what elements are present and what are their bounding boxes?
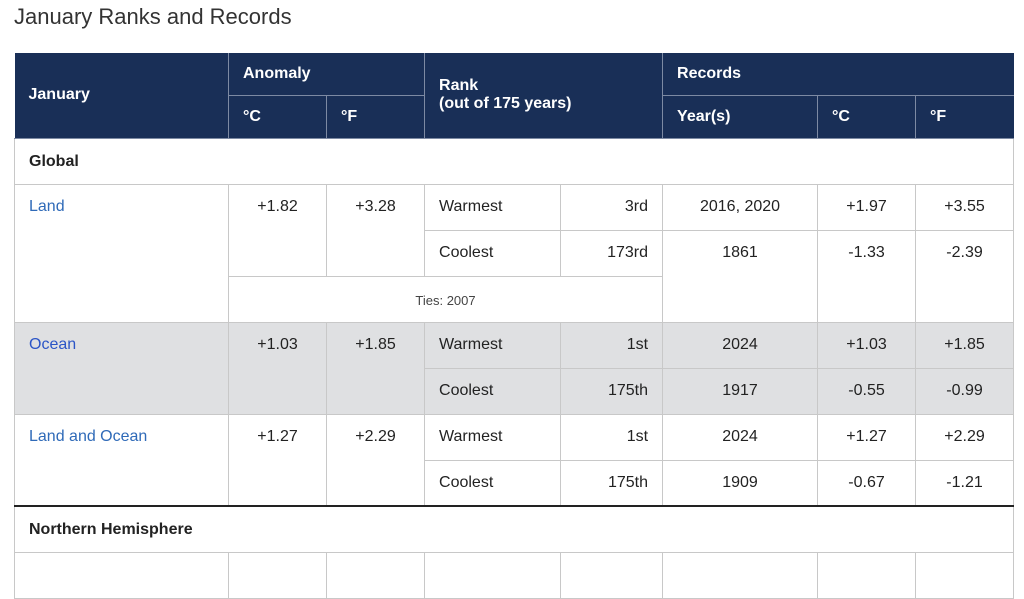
header-records-f: °F (915, 94, 1014, 139)
rank-value-warmest: 3rd (560, 183, 664, 231)
record-years (662, 551, 819, 599)
rank-label (424, 551, 562, 599)
anomaly-c-value: +1.27 (228, 413, 327, 507)
region-cell (14, 551, 229, 599)
rank-value (560, 551, 664, 599)
region-cell: Ocean (14, 321, 229, 415)
header-records-years: Year(s) (662, 94, 819, 139)
record-f-coolest: -2.39 (915, 229, 1015, 323)
section-northern-hemisphere: Northern Hemisphere (13, 505, 1015, 599)
record-years-warmest: 2016, 2020 (662, 183, 819, 231)
record-f-coolest: -0.99 (915, 367, 1015, 415)
record-f-warmest: +1.85 (915, 321, 1015, 369)
section-global: Global (13, 137, 1015, 185)
header-rank: Rank (out of 175 years) (424, 53, 664, 139)
record-c (817, 551, 917, 599)
header-anomaly: Anomaly (227, 53, 426, 96)
rank-label-warmest: Warmest (424, 183, 562, 231)
region-link-ocean[interactable]: Ocean (29, 335, 77, 353)
rank-value-coolest: 173rd (560, 229, 664, 277)
record-years-warmest: 2024 (662, 413, 819, 461)
record-c-warmest: +1.03 (817, 321, 917, 369)
record-c-coolest: -1.33 (817, 229, 917, 323)
record-years-coolest: 1861 (662, 229, 819, 323)
region-ocean: Ocean +1.03 +1.85 Warmest 1st 2024 +1.03… (14, 321, 1015, 415)
rank-label-coolest: Coolest (424, 367, 562, 415)
header-anomaly-c: °C (228, 94, 327, 139)
header-records-c: °C (817, 94, 917, 139)
anomaly-f-value (325, 551, 426, 599)
record-c-coolest: -0.67 (817, 459, 917, 507)
record-f-coolest: -1.21 (915, 459, 1015, 507)
ties-note: Ties: 2007 (227, 275, 664, 323)
region-link-land[interactable]: Land (29, 197, 65, 215)
record-c-warmest: +1.27 (817, 413, 917, 461)
header-records: Records (662, 53, 1014, 96)
section-heading-northern-hemisphere: Northern Hemisphere (13, 505, 1015, 553)
anomaly-f-value: +1.85 (325, 321, 426, 415)
rank-value-warmest: 1st (560, 413, 664, 461)
record-c-coolest: -0.55 (817, 367, 917, 415)
section-heading-global: Global (13, 137, 1015, 185)
anomaly-c-value (228, 551, 327, 599)
rank-label-warmest: Warmest (424, 413, 562, 461)
rank-value-coolest: 175th (560, 459, 664, 507)
header-anomaly-f: °F (325, 94, 426, 139)
record-c-warmest: +1.97 (817, 183, 917, 231)
record-f (915, 551, 1015, 599)
region-link-land-and-ocean[interactable]: Land and Ocean (29, 427, 148, 445)
region-land: Land +1.82 +3.28 Warmest 3rd 2016, 2020 … (14, 183, 1015, 323)
page-title: January Ranks and Records (14, 4, 292, 29)
header-rank-subtitle: (out of 175 years) (439, 95, 572, 113)
record-years-coolest: 1917 (662, 367, 819, 415)
record-f-warmest: +2.29 (915, 413, 1015, 461)
ranks-records-table: January Anomaly Rank (out of 175 years) … (13, 53, 1015, 599)
anomaly-f-value: +2.29 (325, 413, 426, 507)
anomaly-c-value: +1.82 (228, 183, 327, 277)
header-period: January (14, 53, 229, 139)
record-f-warmest: +3.55 (915, 183, 1015, 231)
anomaly-f-value: +3.28 (325, 183, 426, 277)
header-rank-title: Rank (439, 77, 479, 95)
region-cell: Land and Ocean (14, 413, 229, 507)
rank-label-warmest: Warmest (424, 321, 562, 369)
rank-value-warmest: 1st (560, 321, 664, 369)
anomaly-c-value: +1.03 (228, 321, 327, 415)
rank-label-coolest: Coolest (424, 229, 562, 277)
region-land-and-ocean: Land and Ocean +1.27 +2.29 Warmest 1st 2… (14, 413, 1015, 507)
record-years-coolest: 1909 (662, 459, 819, 507)
record-years-warmest: 2024 (662, 321, 819, 369)
region-cell: Land (14, 183, 229, 323)
rank-value-coolest: 175th (560, 367, 664, 415)
rank-label-coolest: Coolest (424, 459, 562, 507)
